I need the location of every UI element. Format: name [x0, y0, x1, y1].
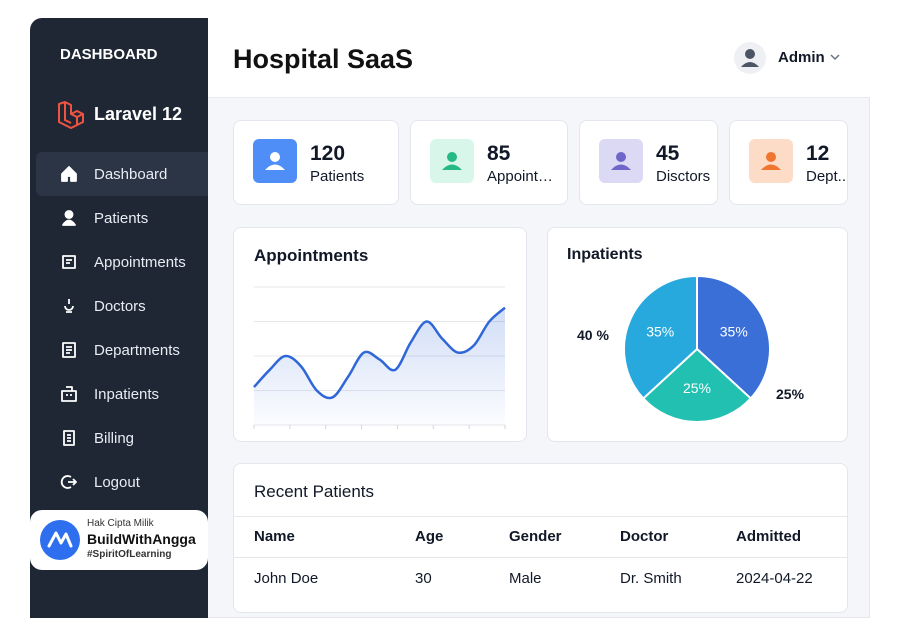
menu-label: Appointments [94, 253, 186, 271]
icon-shape [61, 386, 77, 402]
icon-shape [62, 342, 76, 358]
icon-shape [60, 475, 77, 489]
table-cell: John Doe [254, 570, 319, 587]
line-series [253, 306, 506, 400]
column-header: Name [254, 528, 295, 545]
icon-shape [62, 255, 76, 269]
user-name[interactable]: Admin [778, 49, 825, 66]
chart-title: Appointments [254, 246, 369, 265]
menu-icon [62, 342, 76, 358]
icon-shape [62, 210, 76, 226]
watermark-line: Hak Cipta Milik [87, 518, 154, 529]
table-cell: Dr. Smith [620, 570, 682, 587]
column-header: Age [415, 528, 444, 545]
menu-item[interactable]: Departments [36, 328, 208, 372]
menu-icon [63, 430, 75, 446]
stat-label: Appoint… [487, 168, 553, 185]
menu-item[interactable]: Dashboard [36, 152, 208, 196]
stat-icon [599, 139, 643, 183]
stat-value: 120 [310, 142, 346, 165]
icon-shape [611, 164, 631, 170]
menu-item[interactable]: Appointments [36, 240, 208, 284]
avatar[interactable] [734, 42, 766, 74]
slice-label: 35% [646, 324, 674, 340]
menu-label: Dashboard [94, 165, 168, 183]
menu-icon [62, 210, 76, 226]
line-chart [253, 286, 506, 429]
stat-value: 12 [806, 142, 830, 165]
menu-item[interactable]: Doctors [36, 284, 208, 328]
menu-label: Inpatients [94, 385, 160, 403]
watermark: Hak Cipta Milik BuildWithAngga #SpiritOf… [30, 510, 208, 570]
pie-slice [696, 274, 771, 400]
watermark-brand: BuildWithAngga [87, 531, 196, 547]
stat-label: Disctors [656, 168, 711, 185]
table-card [233, 463, 848, 613]
menu-icon [64, 299, 74, 313]
table-cell: Male [509, 570, 542, 587]
pie-annotation: 25% [776, 386, 805, 402]
slice-label: 35% [720, 324, 748, 340]
stat-label: Dept.. [806, 168, 847, 185]
table-cell: 30 [415, 570, 432, 587]
chart-title: Inpatients [567, 246, 643, 263]
column-header: Doctor [620, 528, 669, 545]
menu-item[interactable]: Patients [36, 196, 208, 240]
menu-icon [61, 386, 77, 402]
sidebar-title: DASHBOARD [60, 46, 158, 63]
brand-logo [58, 101, 84, 129]
page: DASHBOARD Laravel 12 Hak Cipta Milik Bui… [30, 18, 870, 618]
icon-shape [616, 152, 626, 162]
menu-icon [62, 255, 76, 269]
page-title: Hospital SaaS [233, 44, 414, 74]
table-title: Recent Patients [254, 482, 375, 501]
divider [234, 557, 847, 558]
icon-shape [265, 164, 285, 170]
icon-shape [63, 430, 75, 446]
line-area [254, 307, 505, 425]
icon-shape [64, 299, 74, 313]
menu-item[interactable]: Logout [36, 460, 208, 504]
stat-icon [253, 139, 297, 183]
stat-icon [430, 139, 474, 183]
pie-slice [641, 347, 753, 423]
menu-icon [61, 166, 77, 182]
menu-label: Patients [94, 209, 149, 227]
menu-item[interactable]: Inpatients [36, 372, 208, 416]
menu-item[interactable]: Billing [36, 416, 208, 460]
menu-label: Billing [94, 429, 135, 447]
slice-label: 25% [683, 380, 711, 396]
stat-value: 85 [487, 142, 511, 165]
menu-label: Logout [94, 473, 140, 491]
menu-icon [60, 475, 77, 489]
pie-annotation: 40 % [577, 327, 609, 343]
icon-shape [761, 164, 781, 170]
stat-label: Patients [310, 168, 365, 185]
column-header: Admitted [736, 528, 801, 545]
icon-shape [766, 152, 776, 162]
icon-shape [447, 152, 457, 162]
icon-shape [270, 152, 280, 162]
stat-icon [749, 139, 793, 183]
icon-shape [61, 166, 77, 182]
icon-shape [442, 164, 462, 170]
watermark-tag: #SpiritOfLearning [87, 549, 172, 560]
menu-label: Departments [94, 341, 180, 359]
watermark-logo [40, 520, 80, 560]
pie-chart: 35% 25% 35% [623, 274, 771, 423]
brand-name: Laravel 12 [94, 104, 183, 124]
column-header: Gender [509, 528, 562, 545]
table-cell: 2024-04-22 [736, 570, 813, 587]
divider [234, 516, 847, 517]
pie-slice [623, 274, 698, 400]
user-dropdown[interactable] [830, 53, 840, 61]
menu-label: Doctors [94, 297, 146, 315]
stat-value: 45 [656, 142, 680, 165]
